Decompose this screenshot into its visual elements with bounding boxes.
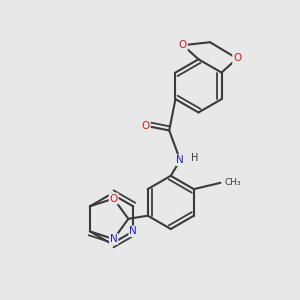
- Text: O: O: [233, 53, 241, 64]
- Text: CH₃: CH₃: [224, 178, 241, 188]
- Text: N: N: [176, 155, 184, 165]
- Text: H: H: [191, 153, 199, 163]
- Text: O: O: [142, 121, 150, 131]
- Text: N: N: [110, 234, 118, 244]
- Text: N: N: [129, 226, 137, 236]
- Text: O: O: [110, 194, 118, 204]
- Text: O: O: [179, 40, 187, 50]
